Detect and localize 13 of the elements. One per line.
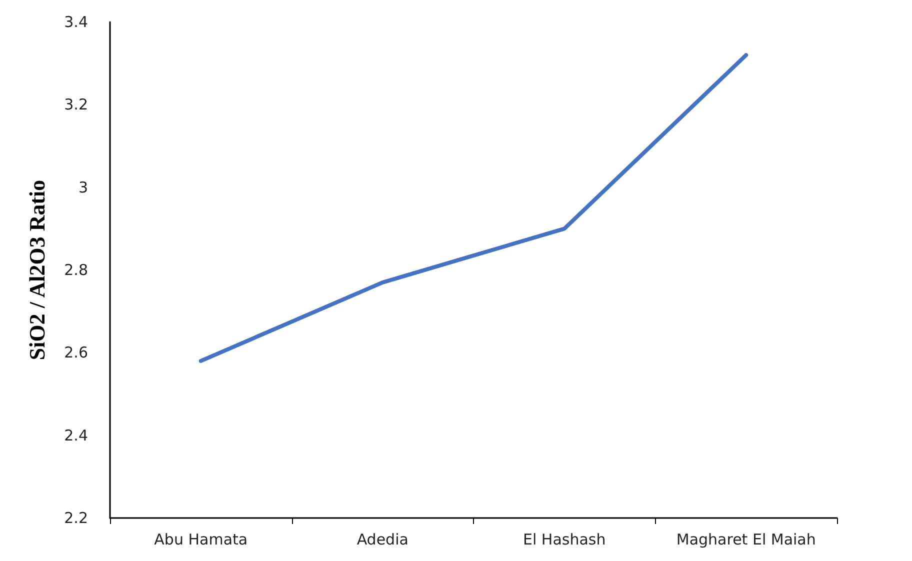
y-tick-label: 2.8 — [64, 261, 88, 279]
x-tick-label: Abu Hamata — [154, 530, 248, 548]
line-series — [198, 53, 748, 363]
x-tick-label: Adedia — [356, 530, 408, 548]
y-tick-label: 3.4 — [64, 13, 88, 31]
y-tick-label: 2.2 — [64, 509, 88, 527]
y-tick-label: 2.6 — [64, 344, 88, 362]
y-tick-label: 3 — [78, 178, 88, 196]
y-axis-title: SiO2 / Al2O3 Ratio — [24, 180, 50, 360]
y-tick-label: 2.4 — [64, 426, 88, 444]
x-tick-label: El Hashash — [523, 530, 606, 548]
x-tick-label: Magharet El Maiah — [676, 530, 816, 548]
y-tick-label: 3.2 — [64, 96, 88, 114]
